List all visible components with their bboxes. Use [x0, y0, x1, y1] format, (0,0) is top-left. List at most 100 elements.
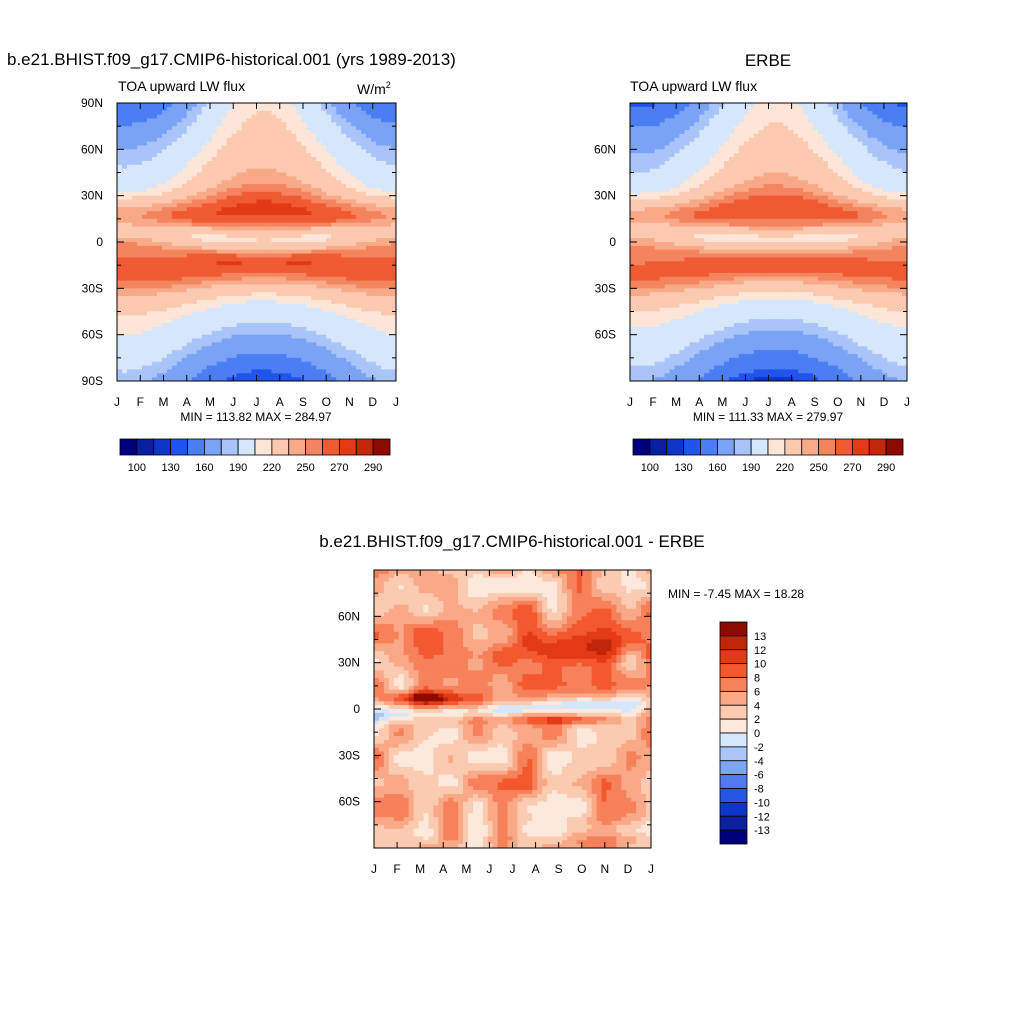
panel-a-cell [166, 153, 173, 158]
panel-b-cell [877, 130, 883, 135]
panel-a-cell [171, 180, 178, 185]
panel-a-cell [156, 103, 163, 108]
panel-a-cell [291, 199, 297, 204]
panel-a-cell [216, 342, 223, 347]
panel-a-cell [261, 261, 268, 266]
panel-b-cell [654, 103, 661, 108]
panel-b-cell [714, 153, 720, 158]
panel-b-cell [902, 110, 907, 116]
panel-a-cell [156, 114, 163, 120]
panel-a-cell [181, 137, 188, 143]
panel-a-cell [301, 369, 307, 374]
panel-a-cell [206, 299, 213, 305]
panel-a-cell [246, 153, 253, 158]
panel-a-cell [306, 133, 312, 139]
panel-a-cell [141, 361, 148, 367]
panel-a-cell [371, 106, 377, 112]
panel-b-cell [743, 137, 750, 143]
panel-a-cell [251, 269, 258, 274]
panel-b-cell [639, 103, 646, 108]
panel-a-cell [261, 242, 268, 247]
panel-a-cell [311, 199, 317, 204]
panel-a-cell [117, 245, 123, 251]
panel-a-cell [211, 126, 218, 131]
panel-a-cell [171, 222, 178, 228]
panel-a-cell [201, 176, 208, 181]
panel-b-cell [852, 145, 859, 150]
panel-a-cell [126, 199, 133, 204]
panel-a-cell [326, 110, 332, 116]
panel-a-cell [196, 280, 203, 286]
panel-a-y-tick-label: 90S [82, 374, 103, 388]
panel-b-cell [862, 137, 869, 143]
panel-a-cell [331, 288, 337, 293]
colorbar-swatch [136, 438, 155, 456]
panel-a-cell [306, 168, 312, 174]
panel-a-cell [121, 377, 128, 381]
panel-a-cell [381, 114, 387, 120]
panel-a-cell [361, 199, 367, 204]
panel-a-cell [391, 133, 396, 139]
panel-a-cell [346, 141, 352, 147]
panel-b-cell [699, 149, 705, 154]
panel-a-cell [326, 168, 332, 174]
panel-b-cell [768, 103, 775, 108]
panel-a-cell [266, 284, 273, 289]
panel-a-cell [221, 334, 228, 340]
panel-a-cell [141, 373, 148, 378]
panel-a-cell [241, 342, 248, 347]
panel-a-cell [271, 226, 278, 232]
panel-a-cell [151, 284, 158, 289]
panel-a-cell [211, 230, 218, 235]
panel-a-cell [331, 272, 337, 278]
panel-a-cell [276, 249, 283, 255]
panel-a-cell [266, 141, 273, 147]
panel-b-cell [639, 160, 646, 166]
panel-a-cell [271, 238, 278, 243]
panel-a-cell [196, 323, 203, 328]
panel-b-cell [882, 122, 888, 127]
panel-a-cell [356, 280, 362, 286]
panel-a-cell [251, 334, 258, 340]
panel-b-cell [709, 126, 715, 131]
panel-a-cell [191, 330, 198, 336]
panel-a-cell [301, 160, 307, 166]
panel-a-cell [216, 280, 223, 286]
panel-a-cell [206, 199, 213, 204]
panel-a-cell [136, 357, 143, 363]
panel-b-cell [728, 114, 735, 120]
panel-a-cell [276, 307, 283, 313]
panel-a-cell [141, 311, 148, 316]
panel-a-cell [296, 238, 302, 243]
panel-a-cell [136, 160, 143, 166]
panel-b-cell [743, 114, 750, 120]
panel-a-cell [381, 103, 387, 108]
panel-a-cell [231, 203, 238, 208]
panel-a-cell [386, 114, 392, 120]
panel-a-cell [301, 261, 307, 266]
panel-a-cell [136, 280, 143, 286]
panel-a-cell [306, 137, 312, 143]
panel-b-cell [669, 110, 676, 116]
panel-a-title: b.e21.BHIST.f09_g17.CMIP6-historical.001… [7, 50, 456, 69]
panel-a-cell [241, 238, 248, 243]
panel-a-cell [311, 334, 317, 340]
panel-b-cell [773, 106, 779, 112]
panel-a-cell [131, 160, 138, 166]
panel-b-cell [634, 160, 641, 166]
panel-b-cell [748, 137, 755, 143]
panel-a-cell [166, 299, 173, 305]
panel-a-cell [361, 191, 367, 197]
panel-b-cell [748, 130, 755, 135]
panel-a-cell [326, 353, 332, 359]
panel-b-cell [743, 157, 750, 162]
panel-a-cell [311, 238, 317, 243]
panel-a-cell [141, 357, 148, 363]
panel-b-cell [798, 149, 804, 154]
panel-b-cell [862, 110, 869, 116]
panel-a-cell [117, 118, 123, 123]
panel-b-cell [694, 133, 700, 139]
panel-a-cell [376, 365, 382, 371]
panel-b-cell [679, 103, 686, 108]
panel-a-cell [251, 203, 258, 208]
